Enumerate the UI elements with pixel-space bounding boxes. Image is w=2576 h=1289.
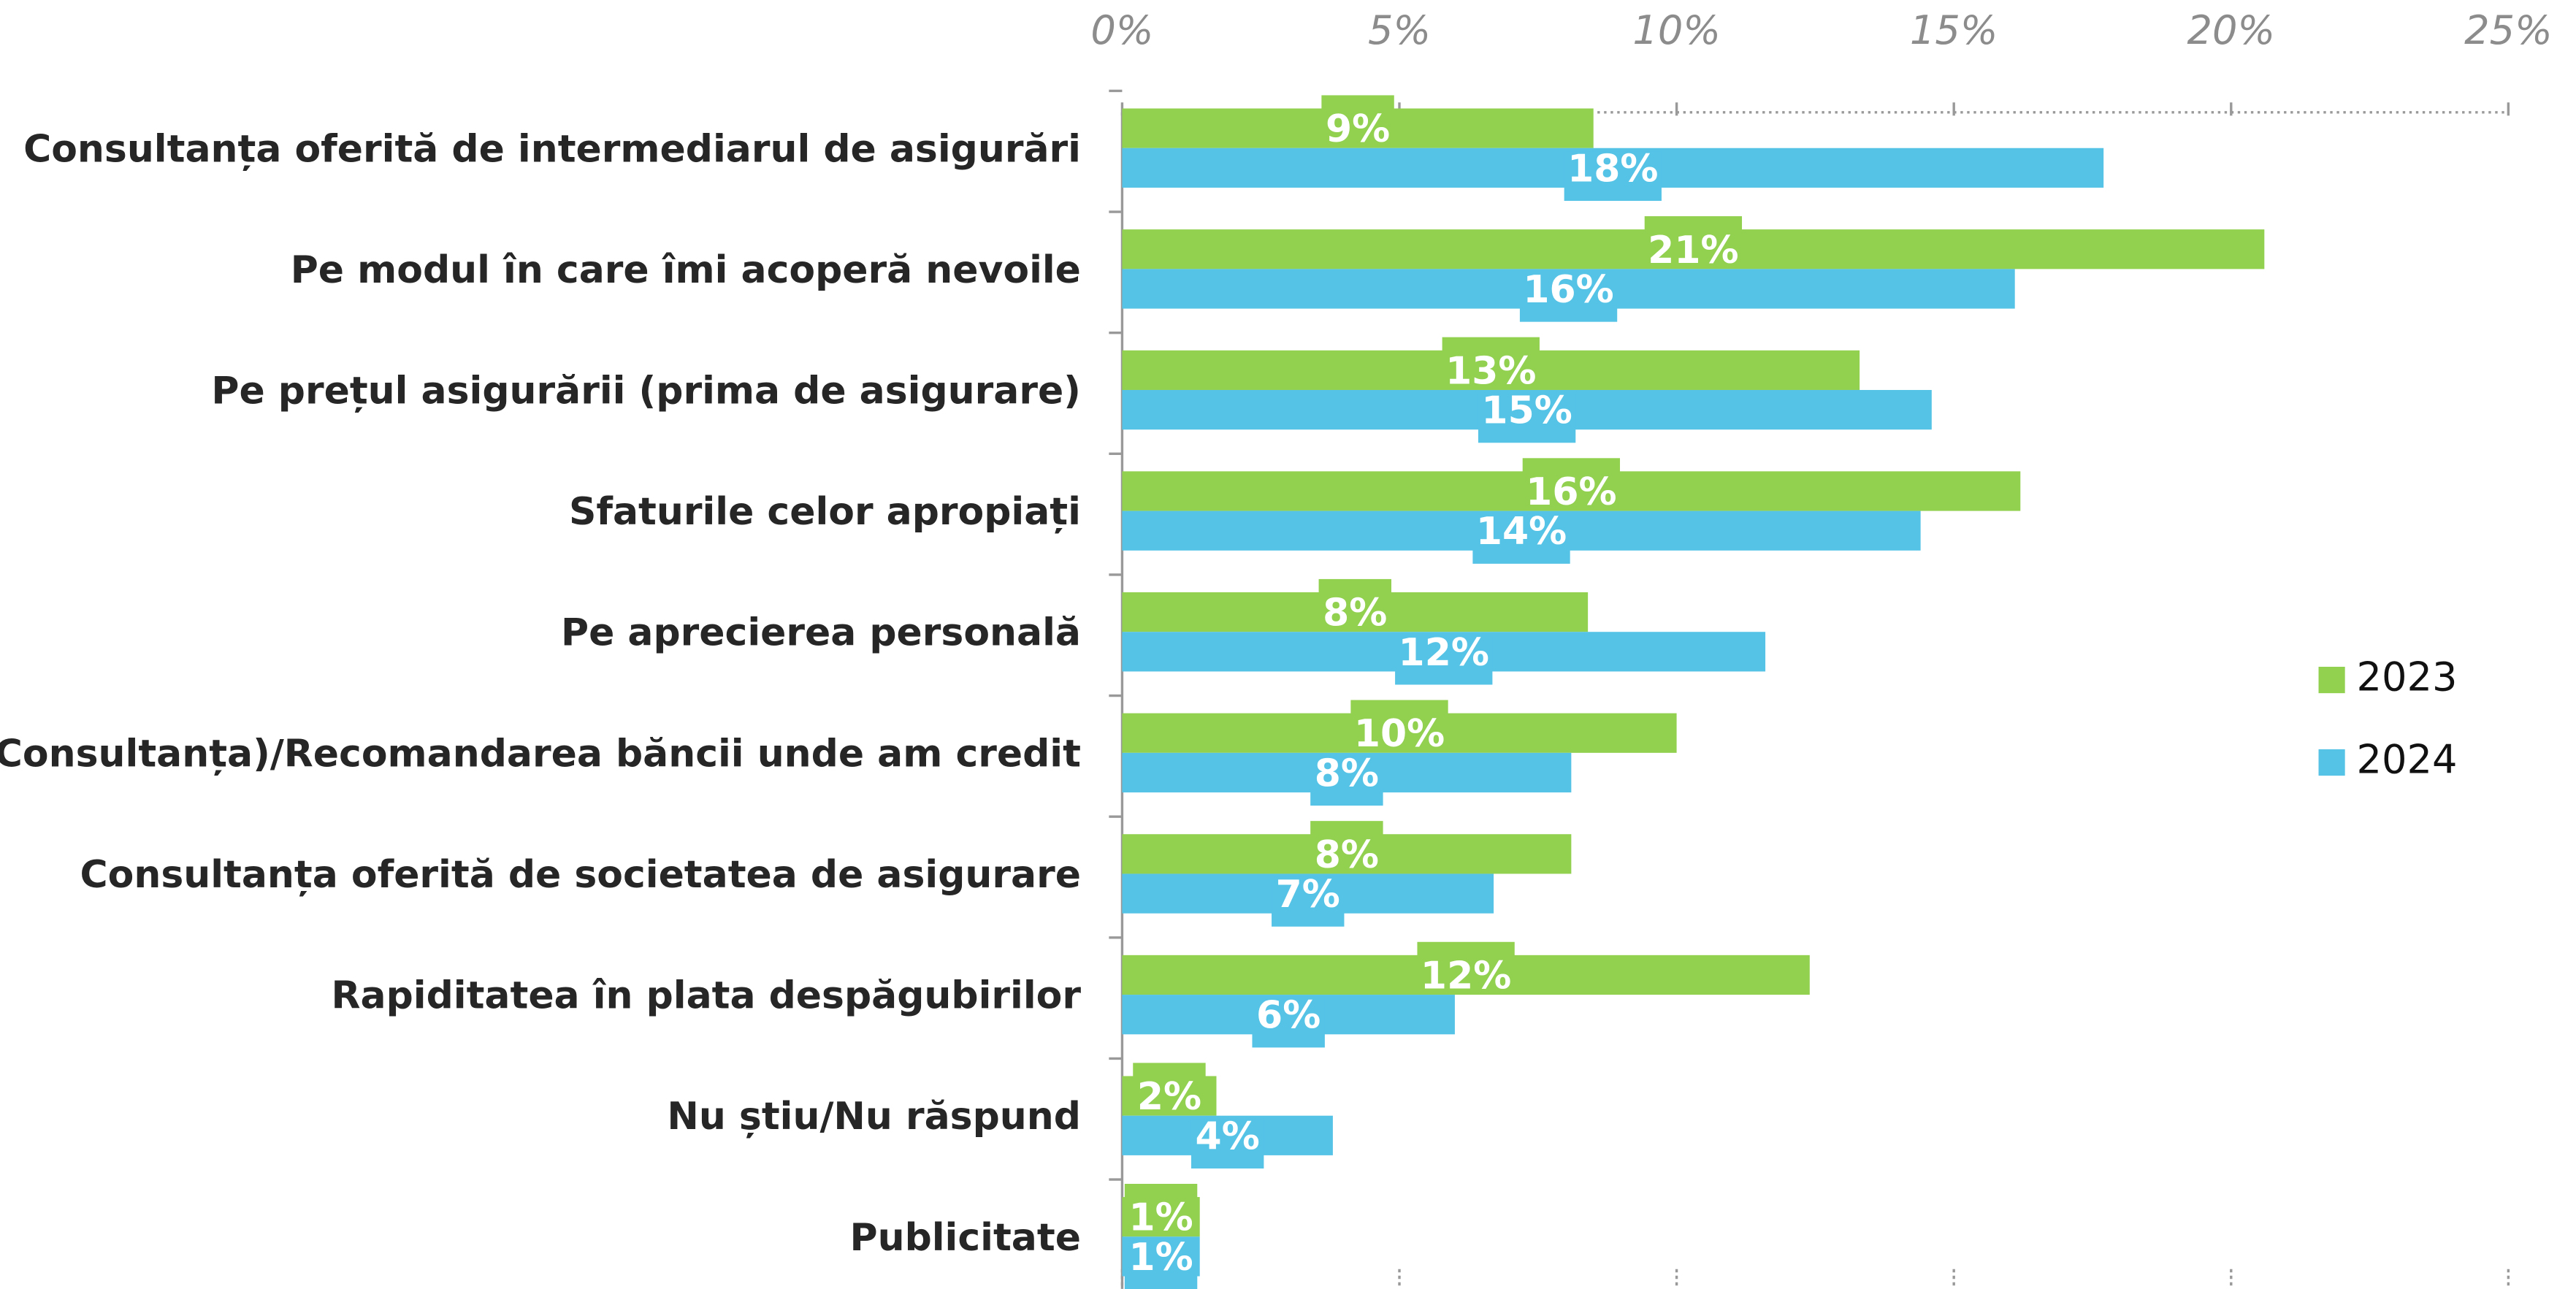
value-label-bg — [1310, 756, 1383, 806]
legend-label: 2024 — [2356, 737, 2457, 783]
x-tick-label: 20% — [2187, 7, 2276, 53]
value-label-bg — [1321, 95, 1394, 145]
value-label: 7% — [1276, 873, 1340, 917]
value-label: 8% — [1315, 833, 1379, 877]
y-tick-label: Consultanța oferită de societatea de asi… — [80, 853, 1081, 897]
value-label-bg — [1133, 1063, 1206, 1113]
value-label: 8% — [1323, 592, 1387, 635]
value-label: 6% — [1256, 994, 1321, 1038]
legend-swatch — [2318, 749, 2345, 776]
y-tick-label: Pe aprecierea personală — [561, 611, 1081, 655]
legend-label: 2023 — [2356, 654, 2457, 700]
value-label: 14% — [1476, 510, 1567, 554]
value-label-bg — [1472, 514, 1570, 564]
value-label: 9% — [1326, 107, 1390, 151]
value-label-bg — [1350, 700, 1448, 750]
y-tick-label: Sfaturile celor apropiați — [569, 490, 1081, 534]
value-label: 4% — [1196, 1114, 1260, 1158]
value-label: 15% — [1481, 389, 1572, 433]
value-label-bg — [1522, 458, 1621, 508]
value-label: 10% — [1354, 712, 1445, 756]
value-label: 18% — [1567, 147, 1658, 191]
x-tick-label: 15% — [1910, 7, 1998, 53]
value-label: 21% — [1648, 229, 1738, 272]
y-tick-label: Pe prețul asigurării (prima de asigurare… — [211, 369, 1081, 413]
value-label: 13% — [1445, 349, 1536, 393]
value-label-bg — [1252, 998, 1325, 1048]
value-label-bg — [1310, 821, 1383, 871]
value-label: 16% — [1523, 268, 1613, 312]
x-tick-label: 0% — [1090, 7, 1153, 53]
x-tick-label: 25% — [2464, 7, 2553, 53]
value-label: 8% — [1315, 751, 1379, 795]
legend-swatch — [2318, 667, 2345, 694]
y-tick-label: Pe modul în care îmi acoperă nevoile — [291, 248, 1081, 292]
value-label: 1% — [1128, 1236, 1193, 1280]
value-label-bg — [1318, 578, 1391, 629]
y-tick-label: Nu știu/Nu răspund — [667, 1095, 1081, 1139]
y-tick-label: Rapiditatea în plata despăgubirilor — [332, 974, 1082, 1018]
value-label-bg — [1190, 1119, 1264, 1168]
x-tick-label: 10% — [1632, 7, 1721, 53]
value-label-bg — [1395, 635, 1493, 685]
y-tick-label: (Consultanța)/Recomandarea băncii unde a… — [0, 732, 1081, 776]
value-label-bg — [1519, 272, 1618, 322]
value-label: 16% — [1526, 470, 1616, 514]
value-label: 12% — [1399, 631, 1489, 675]
value-label-bg — [1272, 876, 1345, 927]
value-label-bg — [1124, 1184, 1198, 1233]
value-label-bg — [1564, 151, 1662, 202]
y-tick-label: Publicitate — [850, 1216, 1081, 1260]
value-label-bg — [1442, 337, 1540, 387]
value-label-bg — [1417, 941, 1515, 992]
value-label: 1% — [1128, 1196, 1193, 1240]
y-tick-label: Consultanța oferită de intermediarul de … — [23, 127, 1081, 171]
x-tick-label: 5% — [1368, 7, 1431, 53]
value-label: 2% — [1137, 1075, 1201, 1119]
value-label: 12% — [1421, 954, 1511, 998]
value-label-bg — [1478, 393, 1576, 443]
value-label-bg — [1644, 216, 1743, 266]
value-label-bg — [1124, 1239, 1198, 1289]
